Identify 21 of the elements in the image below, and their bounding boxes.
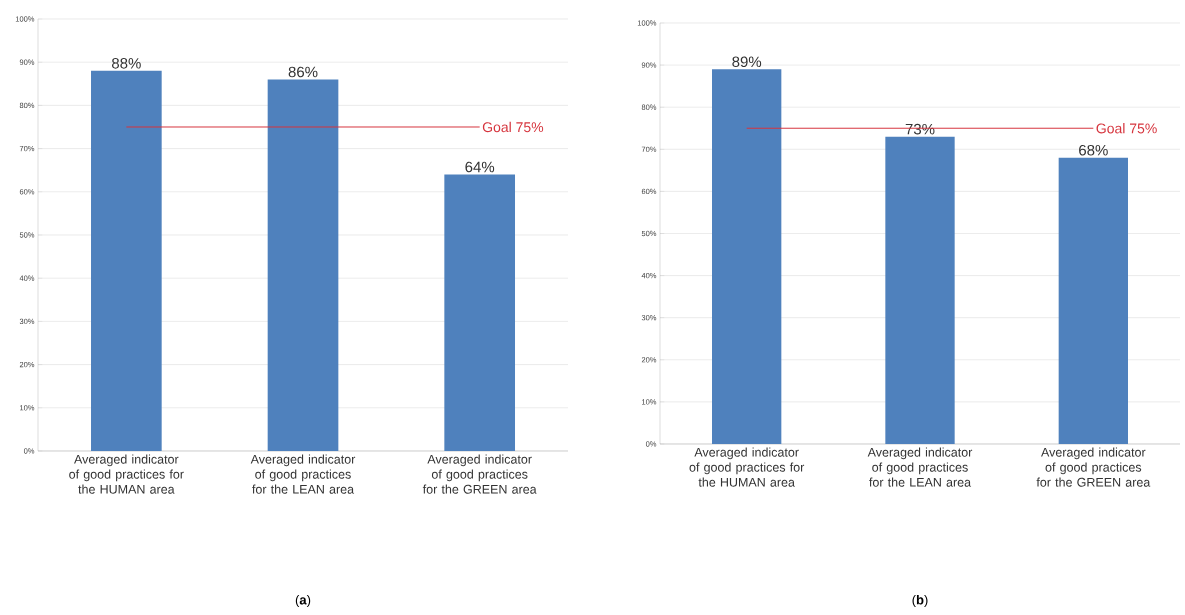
bar (1058, 157, 1128, 444)
text: (a) (295, 594, 311, 608)
x-tick-label: Averaged indicator of good practices for the GREEN area (1036, 447, 1151, 487)
x-tick-label: Averaged indicator of good practices for the LEAN area (867, 447, 973, 487)
bar (444, 174, 516, 451)
data-label: 86% (288, 66, 318, 78)
data-label: 64% (465, 161, 495, 173)
data-label: 89% (732, 56, 762, 68)
bar (885, 136, 955, 444)
x-tick-label: Averaged indicator of good practices for the LEAN area (250, 454, 356, 494)
x-tick-label: Averaged indicator of good practices for the GREEN area (422, 454, 537, 494)
x-tick-label: Averaged indicator of good practices for the HUMAN area (689, 447, 805, 487)
ref-line-label: Goal 75% (1096, 123, 1157, 134)
bar (267, 79, 339, 451)
data-label: 68% (1079, 144, 1108, 156)
x-tick-label: Averaged indicator of good practices for the HUMAN area (69, 454, 184, 494)
bar (712, 69, 782, 444)
text: (b) (912, 594, 928, 608)
data-label: 88% (111, 58, 141, 69)
ref-line-label: Goal 75% (482, 121, 544, 133)
bar (91, 70, 162, 451)
